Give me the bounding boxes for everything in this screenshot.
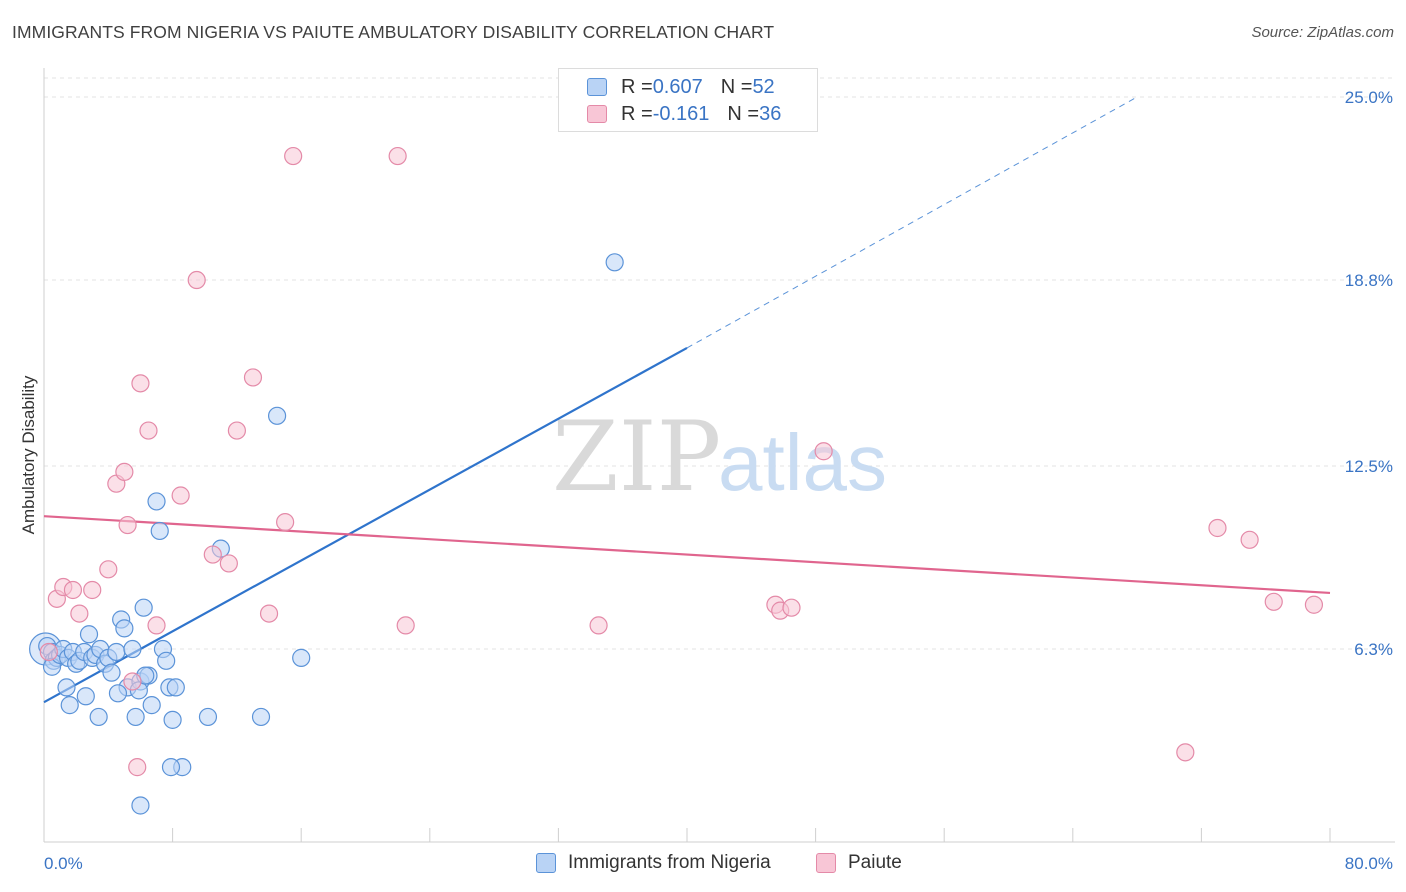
chart-title: IMMIGRANTS FROM NIGERIA VS PAIUTE AMBULA… bbox=[12, 22, 775, 42]
data-point-nigeria bbox=[102, 663, 121, 682]
watermark-atlas: atlas bbox=[718, 418, 887, 507]
data-point-paiute bbox=[139, 421, 158, 440]
data-point-nigeria bbox=[131, 796, 150, 815]
data-point-nigeria bbox=[57, 678, 76, 697]
trend-extension-nigeria bbox=[686, 96, 1138, 349]
data-point-paiute bbox=[99, 560, 118, 579]
r-label: R = bbox=[621, 75, 653, 98]
data-point-nigeria bbox=[134, 598, 153, 617]
n-label: N = bbox=[727, 102, 760, 125]
r-value: -0.161 bbox=[652, 102, 710, 125]
data-point-paiute bbox=[115, 462, 134, 482]
legend-item-nigeria: Immigrants from Nigeria bbox=[536, 852, 771, 874]
data-point-nigeria bbox=[115, 619, 134, 638]
data-point-nigeria bbox=[126, 707, 145, 727]
data-point-nigeria bbox=[251, 707, 271, 727]
data-point-nigeria bbox=[157, 651, 176, 670]
data-point-paiute bbox=[131, 374, 150, 393]
data-point-paiute bbox=[276, 512, 295, 532]
data-point-nigeria bbox=[161, 758, 181, 777]
legend-label-nigeria: Immigrants from Nigeria bbox=[568, 852, 771, 873]
trend-lines bbox=[43, 96, 1331, 704]
y-tick-label: 12.5% bbox=[1345, 457, 1393, 476]
data-point-paiute bbox=[70, 604, 89, 623]
data-point-nigeria bbox=[605, 253, 624, 272]
data-point-paiute bbox=[1176, 743, 1195, 762]
data-point-paiute bbox=[388, 146, 407, 166]
data-point-nigeria bbox=[166, 678, 185, 697]
data-point-paiute bbox=[171, 486, 190, 505]
data-point-paiute bbox=[814, 442, 833, 461]
grid-lines bbox=[44, 77, 1395, 650]
n-label: N = bbox=[720, 75, 753, 98]
n-value: 52 bbox=[752, 75, 775, 98]
series-legend: Immigrants from Nigeria Paiute bbox=[0, 852, 1406, 878]
data-point-nigeria bbox=[292, 648, 311, 667]
data-point-paiute bbox=[147, 616, 166, 635]
data-point-nigeria bbox=[163, 710, 182, 729]
data-point-nigeria bbox=[147, 492, 166, 511]
data-point-nigeria bbox=[123, 639, 142, 659]
data-point-paiute bbox=[243, 368, 263, 387]
legend-swatch-blue bbox=[587, 78, 607, 96]
trend-line-nigeria bbox=[43, 346, 688, 704]
data-point-nigeria bbox=[79, 625, 99, 644]
r-label: R = bbox=[621, 102, 653, 125]
data-point-paiute bbox=[1304, 595, 1324, 614]
data-point-paiute bbox=[219, 554, 238, 573]
data-point-paiute bbox=[589, 616, 608, 635]
data-point-paiute bbox=[83, 580, 102, 600]
source-label: Source: ZipAtlas.com bbox=[1251, 24, 1394, 41]
y-axis-label: Ambulatory Disability bbox=[19, 375, 38, 534]
data-point-paiute bbox=[1264, 592, 1283, 611]
data-point-paiute bbox=[39, 642, 58, 662]
axes bbox=[43, 68, 1395, 843]
legend-swatch-pink bbox=[587, 105, 607, 123]
data-point-nigeria bbox=[267, 406, 287, 425]
n-value: 36 bbox=[759, 102, 782, 125]
data-point-paiute bbox=[396, 616, 415, 635]
data-point-nigeria bbox=[142, 696, 161, 715]
data-point-paiute bbox=[123, 672, 142, 691]
data-point-paiute bbox=[284, 146, 303, 166]
x-tick-label: 0.0% bbox=[44, 854, 83, 873]
x-tick-label: 80.0% bbox=[1345, 854, 1393, 873]
y-tick-label: 18.8% bbox=[1345, 271, 1393, 290]
data-point-nigeria bbox=[108, 684, 128, 703]
correlation-legend: R = 0.607 N = 52 R = -0.161 N = 36 bbox=[558, 68, 818, 132]
legend-row-nigeria: R = 0.607 N = 52 bbox=[559, 73, 775, 101]
legend-swatch-blue bbox=[536, 853, 556, 873]
data-point-paiute bbox=[128, 758, 147, 777]
data-point-paiute bbox=[227, 421, 246, 440]
data-point-paiute bbox=[187, 270, 206, 290]
legend-label-paiute: Paiute bbox=[848, 852, 902, 873]
legend-swatch-pink bbox=[816, 853, 836, 873]
data-point-paiute bbox=[1208, 518, 1227, 538]
y-tick-label: 6.3% bbox=[1354, 640, 1393, 659]
data-point-nigeria bbox=[76, 687, 95, 706]
data-point-paiute bbox=[63, 580, 83, 600]
legend-item-paiute: Paiute bbox=[816, 852, 902, 874]
data-point-paiute bbox=[203, 545, 222, 564]
data-point-paiute bbox=[259, 604, 279, 623]
data-points bbox=[29, 146, 1324, 815]
y-tick-label: 25.0% bbox=[1345, 88, 1393, 107]
watermark-zip: ZIP bbox=[552, 401, 721, 513]
data-point-nigeria bbox=[60, 696, 79, 715]
data-point-paiute bbox=[782, 598, 801, 617]
data-point-paiute bbox=[118, 515, 137, 535]
trend-line-paiute bbox=[43, 515, 1331, 595]
data-point-nigeria bbox=[150, 521, 169, 541]
data-point-paiute bbox=[1240, 530, 1259, 549]
legend-row-paiute: R = -0.161 N = 36 bbox=[559, 100, 781, 128]
tick-labels: 6.3% 12.5% 18.8% 25.0% 0.0% 80.0% bbox=[44, 88, 1393, 873]
r-value: 0.607 bbox=[652, 75, 703, 98]
data-point-nigeria bbox=[198, 707, 218, 727]
data-point-nigeria bbox=[107, 642, 126, 662]
data-point-nigeria bbox=[89, 707, 108, 727]
